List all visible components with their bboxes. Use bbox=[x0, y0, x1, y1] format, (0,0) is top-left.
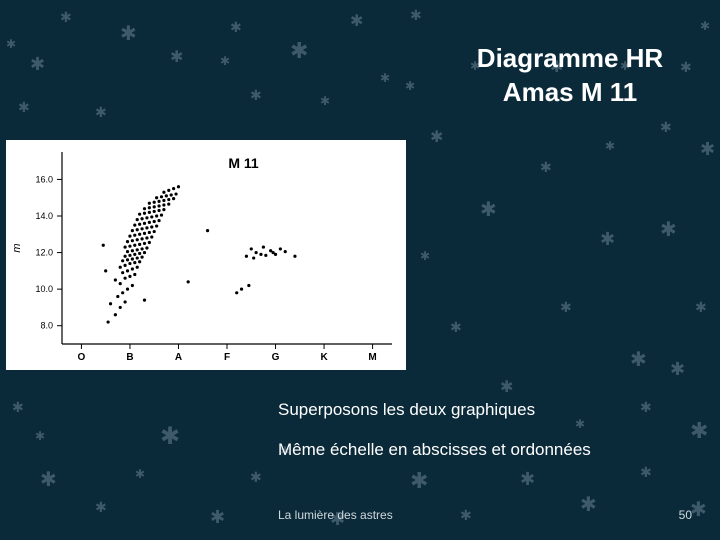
star-icon: ✱ bbox=[95, 105, 107, 119]
star-icon: ✱ bbox=[290, 40, 308, 62]
star-icon: ✱ bbox=[135, 468, 145, 480]
star-icon: ✱ bbox=[18, 100, 30, 114]
star-icon: ✱ bbox=[580, 495, 597, 515]
star-icon: ✱ bbox=[600, 230, 615, 248]
svg-text:12.0: 12.0 bbox=[35, 248, 53, 258]
star-icon: ✱ bbox=[210, 508, 225, 526]
star-icon: ✱ bbox=[30, 55, 45, 73]
star-icon: ✱ bbox=[12, 400, 24, 414]
star-icon: ✱ bbox=[420, 250, 430, 262]
svg-text:14.0: 14.0 bbox=[35, 211, 53, 221]
svg-text:M: M bbox=[368, 352, 376, 363]
svg-text:G: G bbox=[272, 352, 280, 363]
caption-line-1: Superposons les deux graphiques bbox=[278, 400, 535, 420]
star-icon: ✱ bbox=[160, 425, 180, 449]
star-icon: ✱ bbox=[660, 220, 677, 240]
star-icon: ✱ bbox=[670, 360, 685, 378]
footer-text: La lumière des astres bbox=[278, 508, 393, 522]
star-icon: ✱ bbox=[640, 465, 652, 479]
star-icon: ✱ bbox=[60, 10, 72, 24]
star-icon: ✱ bbox=[380, 72, 390, 84]
caption-line-2: Même échelle en abscisses et ordonnées bbox=[278, 440, 591, 460]
star-icon: ✱ bbox=[640, 400, 652, 414]
star-icon: ✱ bbox=[35, 430, 45, 442]
star-icon: ✱ bbox=[660, 120, 672, 134]
page-number: 50 bbox=[679, 508, 692, 522]
star-icon: ✱ bbox=[320, 95, 330, 107]
star-icon: ✱ bbox=[220, 55, 230, 67]
star-icon: ✱ bbox=[560, 300, 572, 314]
star-icon: ✱ bbox=[450, 320, 462, 334]
star-icon: ✱ bbox=[605, 140, 615, 152]
slide-title: Diagramme HR Amas M 11 bbox=[440, 42, 700, 110]
svg-text:F: F bbox=[224, 352, 230, 363]
star-icon: ✱ bbox=[350, 14, 363, 30]
svg-text:M 11: M 11 bbox=[228, 155, 259, 171]
svg-text:m: m bbox=[11, 243, 23, 252]
star-icon: ✱ bbox=[6, 38, 16, 50]
star-icon: ✱ bbox=[460, 508, 472, 522]
slide: ✱ ✱ ✱ ✱ ✱ ✱ ✱ ✱ ✱ ✱ ✱ ✱ ✱ ✱ ✱ ✱ ✱ ✱ ✱ ✱ ✱ ✱ ✱ ✱ ✱ ✱ ✱ ✱ ✱ ✱ ✱ ✱ ✱ ✱ ✱ ✱ ✱ ✱ ✱ ✱… bbox=[0, 0, 720, 540]
star-icon: ✱ bbox=[95, 500, 107, 514]
star-icon: ✱ bbox=[170, 50, 183, 66]
star-icon: ✱ bbox=[250, 470, 262, 484]
star-icon: ✱ bbox=[630, 350, 647, 370]
star-icon: ✱ bbox=[120, 24, 137, 44]
svg-text:K: K bbox=[320, 352, 328, 363]
star-icon: ✱ bbox=[695, 300, 707, 314]
star-icon: ✱ bbox=[575, 418, 585, 430]
star-icon: ✱ bbox=[690, 500, 707, 520]
star-icon: ✱ bbox=[405, 80, 415, 92]
star-icon: ✱ bbox=[540, 160, 552, 174]
star-icon: ✱ bbox=[40, 470, 57, 490]
star-icon: ✱ bbox=[410, 8, 422, 22]
star-icon: ✱ bbox=[520, 470, 535, 488]
star-icon: ✱ bbox=[230, 20, 242, 34]
star-icon: ✱ bbox=[700, 140, 715, 158]
star-icon: ✱ bbox=[500, 380, 513, 396]
star-icon: ✱ bbox=[480, 200, 497, 220]
star-icon: ✱ bbox=[250, 88, 262, 102]
svg-text:O: O bbox=[78, 352, 86, 363]
hr-diagram: 8.0 10.0 12.0 14.0 16.0 m O B A F G K M M 11 bbox=[6, 140, 406, 370]
svg-text:B: B bbox=[126, 352, 133, 363]
star-icon: ✱ bbox=[700, 20, 710, 32]
star-icon: ✱ bbox=[690, 420, 708, 442]
star-icon: ✱ bbox=[410, 470, 428, 492]
svg-text:16.0: 16.0 bbox=[35, 174, 53, 184]
svg-text:A: A bbox=[175, 352, 182, 363]
svg-text:8.0: 8.0 bbox=[40, 321, 53, 331]
svg-text:10.0: 10.0 bbox=[35, 284, 53, 294]
star-icon: ✱ bbox=[430, 130, 443, 146]
